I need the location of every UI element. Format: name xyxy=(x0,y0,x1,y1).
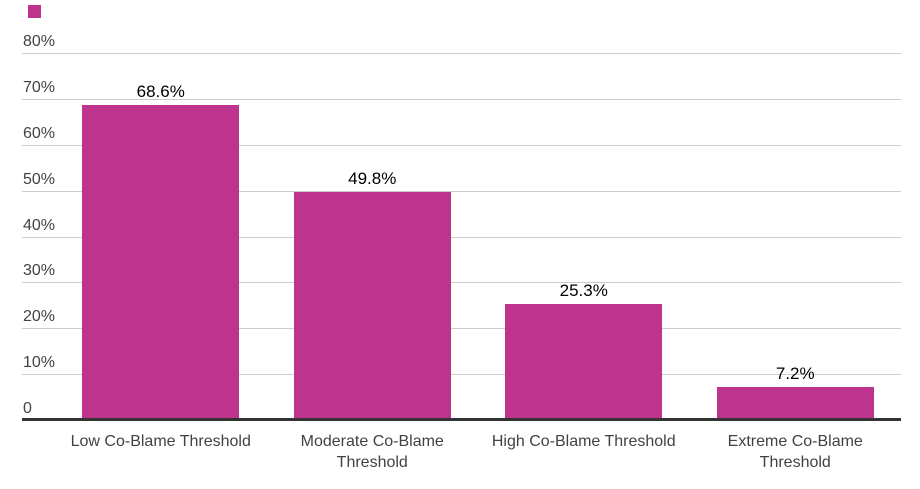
y-tick-label: 60% xyxy=(23,124,56,142)
gridline xyxy=(22,282,901,284)
bar-data-label: 7.2% xyxy=(775,363,815,383)
y-tick-label: 40% xyxy=(23,216,56,234)
legend-swatch xyxy=(28,5,41,18)
gridline xyxy=(22,144,901,146)
bar-data-label: 68.6% xyxy=(136,82,185,102)
gridline xyxy=(22,190,901,192)
bar-data-label: 25.3% xyxy=(559,280,608,300)
gridline xyxy=(22,236,901,238)
y-tick-label: 30% xyxy=(23,262,56,280)
gridline xyxy=(22,53,901,54)
category-label: High Co-Blame Threshold xyxy=(491,433,676,450)
bar xyxy=(505,303,663,419)
gridline xyxy=(22,374,901,376)
y-tick-label: 20% xyxy=(23,308,56,326)
category-label: Moderate Co-Blame Threshold xyxy=(300,433,444,471)
category-label: Extreme Co-Blame Threshold xyxy=(727,433,863,471)
x-axis-line xyxy=(22,418,901,421)
y-tick-label: 80% xyxy=(23,33,56,50)
gridline xyxy=(22,98,901,100)
bar xyxy=(716,386,874,419)
y-tick-label: 70% xyxy=(23,78,56,96)
bar xyxy=(82,105,240,419)
gridline xyxy=(22,328,901,330)
bar-data-label: 49.8% xyxy=(348,168,397,188)
y-tick-label: 50% xyxy=(23,170,56,188)
category-label: Low Co-Blame Threshold xyxy=(70,433,251,450)
bar xyxy=(293,191,451,419)
y-tick-label: 10% xyxy=(23,354,56,372)
y-tick-label: 0 xyxy=(23,400,32,417)
